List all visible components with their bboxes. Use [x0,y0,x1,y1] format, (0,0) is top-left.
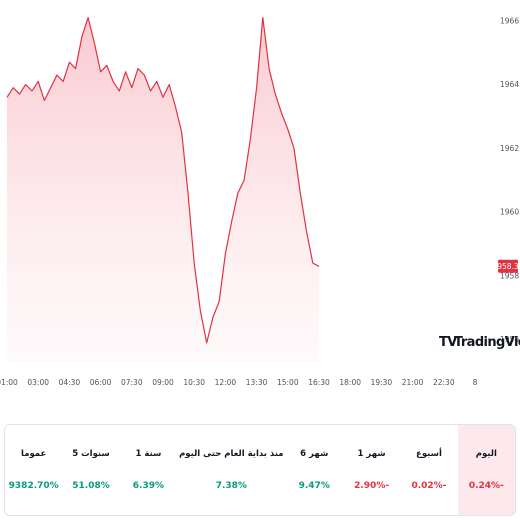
last-price-label: 1958.30 [492,262,520,271]
performance-period[interactable]: 1 شهر 2.90%- [343,425,400,515]
performance-period-label: عموما [21,449,47,459]
performance-period-value: 6.39% [132,481,164,491]
performance-period-value: 0.02%- [411,481,447,491]
price-tick-label: 1958.00 [500,271,520,280]
price-tick-label: 1964.00 [500,80,520,89]
last-price-tag: 1958.30 [492,259,520,273]
plot-area [6,17,320,362]
performance-period[interactable]: 6 شهر 9.47% [286,425,343,515]
time-tick-label: 21:00 [402,378,424,387]
time-tick-label: 15:00 [277,378,299,387]
performance-period-label: أسبوع [416,449,442,459]
performance-period-value: 2.90%- [354,481,390,491]
time-tick-label: 19:30 [371,378,393,387]
price-tick-label: 1956.00 [500,335,520,344]
performance-period-value: 7.38% [215,481,247,491]
price-tick-label: 1966.00 [500,16,520,25]
price-line [6,17,320,344]
price-area-fill [7,17,319,362]
performance-period[interactable]: منذ بداية العام حتى اليوم 7.38% [177,425,286,515]
performance-period-value: 9382.70% [8,481,59,491]
tradingview-logo[interactable]: TV TradingView [439,335,520,350]
time-tick-label: 09:00 [152,378,174,387]
time-tick-label: 03:00 [27,378,49,387]
time-tick-label: 01:00 [0,378,18,387]
performance-period[interactable]: 5 سنوات 51.08% [62,425,119,515]
performance-period[interactable]: أسبوع 0.02%- [400,425,457,515]
time-tick-label: 12:00 [215,378,237,387]
performance-period[interactable]: اليوم 0.24%- [457,425,515,515]
performance-period-value: 0.24%- [468,481,504,491]
time-tick-label: 8 [473,378,478,387]
time-tick-label: 13:30 [246,378,268,387]
time-tick-label: 22:30 [433,378,455,387]
last-price-tag-background [498,259,518,273]
performance-period-label: 6 شهر [300,449,329,459]
performance-period-label: 1 شهر [357,449,386,459]
performance-period-value: 51.08% [72,481,110,491]
tradingview-logo-mark: TV [439,335,457,350]
time-tick-label: 06:00 [90,378,112,387]
tradingview-logo-text: TradingView [454,335,520,350]
price-tick-label: 1960.00 [500,208,520,217]
performance-bar: اليوم 0.24%- أسبوع 0.02%- 1 شهر 2.90%- 6 شهر 9.… [4,424,516,516]
performance-period-value: 9.47% [298,481,330,491]
time-tick-label: 04:30 [59,378,81,387]
performance-period[interactable]: عموما 9382.70% [5,425,62,515]
time-tick-label: 07:30 [121,378,143,387]
time-tick-label: 16:30 [308,378,330,387]
price-chart[interactable]: 1966.00 1964.00 1962.00 1960.00 1958.00 1956.… [0,0,520,400]
price-tick-label: 1962.00 [500,144,520,153]
performance-period-label: 1 سنة [135,449,162,459]
time-tick-label: 10:30 [183,378,205,387]
time-tick-label: 18:00 [339,378,361,387]
performance-period[interactable]: 1 سنة 6.39% [120,425,177,515]
performance-period-label: منذ بداية العام حتى اليوم [179,449,284,459]
price-axis: 1966.00 1964.00 1962.00 1960.00 1958.00 1956.… [500,16,520,344]
time-axis: 01:00 03:00 04:30 06:00 07:30 09:00 10:30 12:00… [0,378,478,387]
performance-period-label: 5 سنوات [72,449,110,459]
performance-period-label: اليوم [475,449,497,459]
